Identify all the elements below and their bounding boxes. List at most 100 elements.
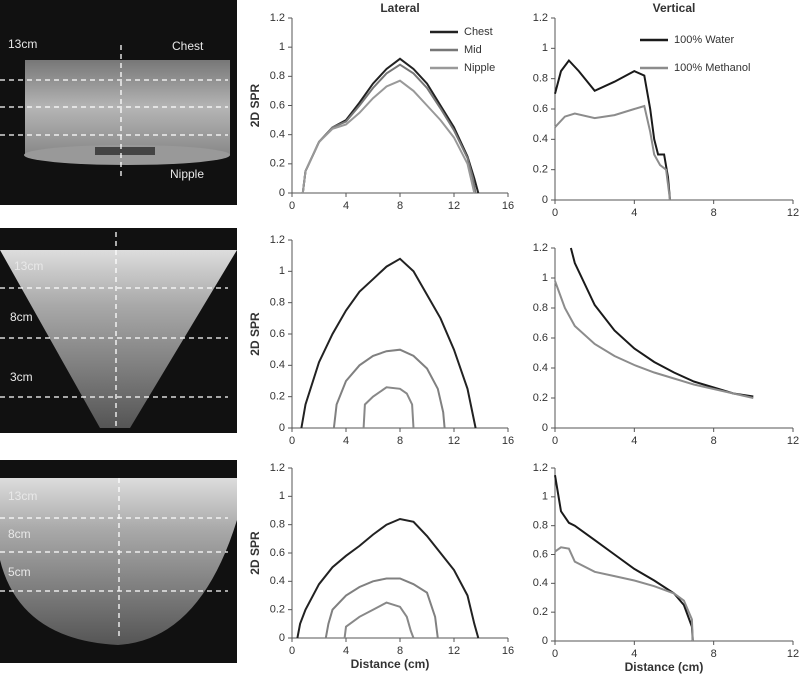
- x-tick-label: 16: [502, 435, 514, 447]
- x-tick-label: 4: [343, 645, 349, 657]
- data-line: [300, 257, 477, 429]
- y-tick-label: 0.8: [533, 520, 548, 532]
- x-tick-label: 0: [289, 435, 295, 447]
- arrows: [0, 232, 228, 430]
- y-tick-label: 1: [542, 491, 548, 503]
- data-line: [324, 577, 439, 639]
- legend-label: Mid: [464, 44, 482, 56]
- x-tick-label: 4: [343, 200, 349, 212]
- y-tick-label: 0: [542, 422, 548, 434]
- nipple: [95, 147, 155, 155]
- x-axis-label: Distance (cm): [625, 660, 704, 674]
- y-tick-label: 0.8: [533, 73, 548, 85]
- y-tick-label: 1.2: [270, 12, 285, 24]
- y-tick-label: 0.4: [533, 362, 548, 374]
- y-tick-label: 0.6: [270, 547, 285, 559]
- x-tick-label: 0: [289, 645, 295, 657]
- y-tick-label: 0.4: [270, 129, 285, 141]
- y-tick-label: 1: [279, 490, 285, 502]
- x-tick-label: 0: [289, 200, 295, 212]
- y-tick-label: 0.6: [533, 103, 548, 115]
- arrows: [0, 45, 228, 178]
- y-tick-label: 1.2: [533, 12, 548, 24]
- data-line: [301, 63, 477, 194]
- y-tick-label: 1: [542, 42, 548, 54]
- x-tick-label: 8: [711, 648, 717, 660]
- y-tick-label: 0.4: [533, 133, 548, 145]
- image-label: 3cm: [10, 370, 33, 384]
- y-tick-label: 0.6: [270, 99, 285, 111]
- y-axis-label: 2D SPR: [248, 312, 262, 356]
- x-tick-label: 16: [502, 200, 514, 212]
- image-label: Nipple: [170, 167, 204, 181]
- y-tick-label: 0.4: [270, 359, 285, 371]
- x-tick-label: 12: [448, 435, 460, 447]
- y-tick-label: 0.2: [533, 606, 548, 618]
- x-tick-label: 12: [787, 435, 799, 447]
- y-axis-label: 2D SPR: [248, 531, 262, 575]
- y-tick-label: 0: [542, 635, 548, 647]
- x-tick-label: 8: [397, 435, 403, 447]
- cone: [0, 250, 237, 428]
- y-tick-label: 0.8: [270, 70, 285, 82]
- image-label: 13cm: [8, 37, 37, 51]
- y-tick-label: 0.6: [270, 328, 285, 340]
- x-tick-label: 8: [397, 645, 403, 657]
- data-line: [554, 280, 754, 399]
- data-line: [554, 104, 671, 201]
- y-tick-label: 1: [279, 265, 285, 277]
- y-tick-label: 0.2: [533, 164, 548, 176]
- y-tick-label: 0.6: [533, 548, 548, 560]
- y-tick-label: 1: [279, 41, 285, 53]
- x-tick-label: 8: [711, 435, 717, 447]
- image-label: Chest: [172, 39, 204, 53]
- legend-label: 100% Water: [674, 34, 734, 46]
- data-line: [301, 79, 476, 194]
- x-tick-label: 12: [448, 200, 460, 212]
- x-tick-label: 4: [631, 648, 637, 660]
- y-tick-label: 1.2: [270, 234, 285, 246]
- data-line: [554, 546, 694, 642]
- x-tick-label: 0: [552, 207, 558, 219]
- y-tick-label: 0: [279, 187, 285, 199]
- x-tick-label: 12: [787, 207, 799, 219]
- x-tick-label: 8: [397, 200, 403, 212]
- x-tick-label: 16: [502, 645, 514, 657]
- y-tick-label: 0.4: [533, 577, 548, 589]
- data-line: [332, 348, 446, 429]
- arrows: [0, 478, 228, 640]
- image-label: 5cm: [8, 565, 31, 579]
- charts: 0 0.2 0.4 0.6 0.8 1 1.2 0 4 8 12 16 Lateral 2D SPR Che…: [248, 1, 799, 674]
- x-tick-label: 4: [343, 435, 349, 447]
- data-line: [554, 58, 671, 201]
- image-label: 8cm: [10, 310, 33, 324]
- y-tick-label: 0.6: [533, 332, 548, 344]
- image-label: 13cm: [8, 489, 37, 503]
- phantom-images: 13cm Chest Nipple 13cm 8cm 3cm 13cm 8cm …: [0, 0, 237, 663]
- data-line: [296, 517, 480, 639]
- y-tick-label: 1.2: [270, 462, 285, 474]
- y-axis-label: 2D SPR: [248, 83, 262, 127]
- y-tick-label: 0.2: [533, 392, 548, 404]
- y-tick-label: 0.8: [270, 519, 285, 531]
- y-tick-label: 0.2: [270, 158, 285, 170]
- y-tick-label: 0: [279, 632, 285, 644]
- legend-label: Nipple: [464, 62, 495, 74]
- x-tick-label: 12: [448, 645, 460, 657]
- y-tick-label: 0.8: [533, 302, 548, 314]
- x-tick-label: 4: [631, 207, 637, 219]
- y-tick-label: 0.8: [270, 297, 285, 309]
- y-tick-label: 1.2: [533, 242, 548, 254]
- image-label: 8cm: [8, 527, 31, 541]
- y-tick-label: 0: [542, 194, 548, 206]
- chart-title: Lateral: [380, 1, 419, 15]
- y-tick-label: 1: [542, 272, 548, 284]
- legend-label: Chest: [464, 26, 493, 38]
- y-tick-label: 0: [279, 422, 285, 434]
- data-line: [554, 475, 694, 642]
- y-tick-label: 0.4: [270, 575, 285, 587]
- data-line: [343, 601, 415, 639]
- y-tick-label: 0.2: [270, 604, 285, 616]
- y-tick-label: 1.2: [533, 462, 548, 474]
